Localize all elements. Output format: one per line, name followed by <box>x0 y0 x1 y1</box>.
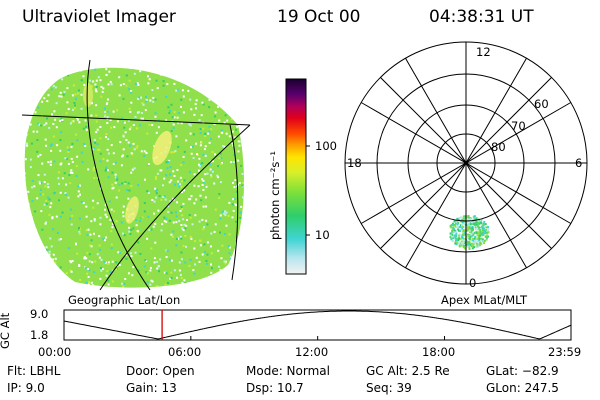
lat-label-80: 80 <box>491 140 506 154</box>
color-bar <box>285 78 310 275</box>
glon-status: GLon: 247.5 <box>486 381 559 395</box>
orbit-plot <box>63 309 572 341</box>
observation-date: 19 Oct 00 <box>277 7 361 27</box>
polar-plot <box>344 41 588 285</box>
orbit-ylabel: GC Alt <box>0 312 12 349</box>
mlt-label-12: 12 <box>476 45 491 59</box>
orbit-xtick-0600: 06:00 <box>168 345 202 359</box>
orbit-xtick-0000: 00:00 <box>38 345 72 359</box>
gain-status: Gain: 13 <box>126 381 177 395</box>
lat-label-70: 70 <box>511 119 526 133</box>
apex-caption: Apex MLat/MLT <box>441 293 528 307</box>
colorbar-tick-10: 10 <box>315 228 330 242</box>
geographic-caption: Geographic Lat/Lon <box>68 293 181 307</box>
orbit-ytick-9: 9.0 <box>30 307 49 321</box>
glat-status: GLat: −82.9 <box>486 364 559 378</box>
orbit-xtick-1200: 12:00 <box>295 345 329 359</box>
lat-label-60: 60 <box>534 97 549 111</box>
instrument-title: Ultraviolet Imager <box>22 7 176 27</box>
orbit-xtick-2359: 23:59 <box>548 345 582 359</box>
colorbar-tick-100: 100 <box>315 139 337 153</box>
door-status: Door: Open <box>126 364 195 378</box>
orbit-ytick-1.8: 1.8 <box>30 328 49 342</box>
ip-status: IP: 9.0 <box>7 381 45 395</box>
mlt-label-0: 0 <box>469 276 477 290</box>
colorbar-unit-label: photon cm⁻²s⁻¹ <box>268 151 282 240</box>
mode-status: Mode: Normal <box>246 364 330 378</box>
dsp-status: Dsp: 10.7 <box>246 381 304 395</box>
filter-status: Flt: LBHL <box>7 364 61 378</box>
mlt-label-6: 6 <box>575 156 583 170</box>
observation-time: 04:38:31 UT <box>429 7 534 27</box>
geographic-image <box>21 59 251 291</box>
seq-status: Seq: 39 <box>366 381 412 395</box>
gc-alt-status: GC Alt: 2.5 Re <box>366 364 450 378</box>
mlt-label-18: 18 <box>347 156 362 170</box>
orbit-xtick-1800: 18:00 <box>422 345 456 359</box>
